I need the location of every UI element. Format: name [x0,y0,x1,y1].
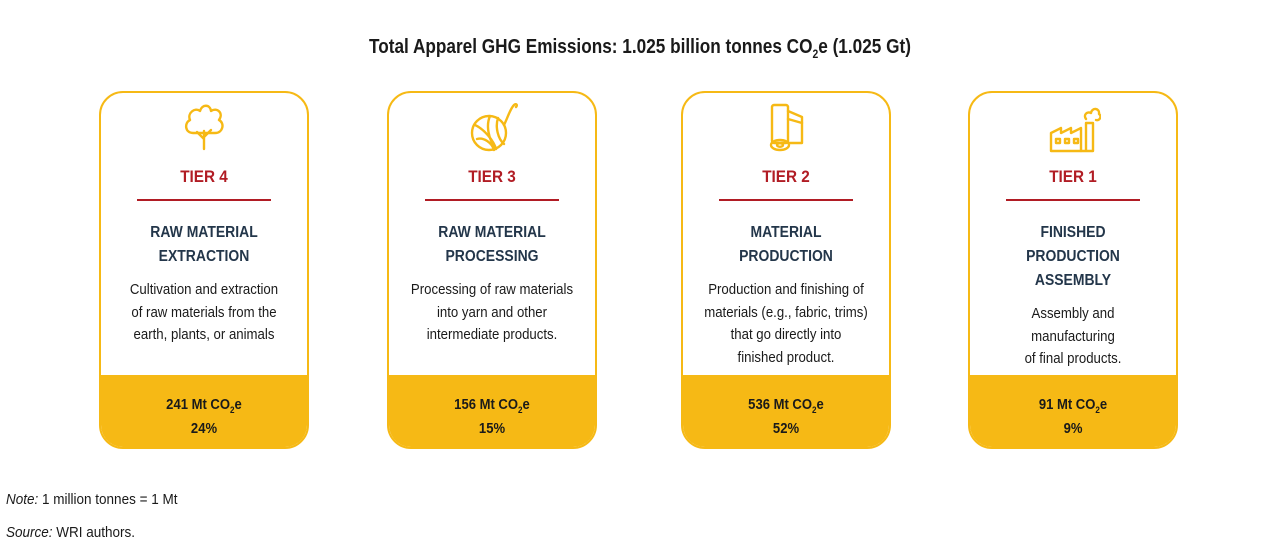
emission-percent: 9% [1063,420,1083,437]
emission-value: 91 Mt CO2e [1038,397,1108,415]
stage-description: Cultivation and extraction of raw materi… [129,281,279,343]
divider [425,199,559,201]
emission-value: 241 Mt CO2e [166,397,242,415]
chart-title: Total Apparel GHG Emissions: 1.025 billi… [369,36,911,61]
tier-label: TIER 2 [762,167,810,186]
yarn-ball-icon [464,99,520,155]
stage-heading: RAW MATERIAL EXTRACTION [150,224,258,265]
emission-value: 156 Mt CO2e [454,397,530,415]
tier-1-card: TIER 1 FINISHED PRODUCTION ASSEMBLY Asse… [968,91,1178,449]
emission-percent: 24% [190,420,218,437]
tier-3-card: TIER 3 RAW MATERIAL PROCESSING Processin… [387,91,597,449]
stage-heading: FINISHED PRODUCTION ASSEMBLY [1026,224,1120,289]
emission-footer: 241 Mt CO2e 24% [101,375,307,447]
cotton-plant-icon [176,99,232,155]
fabric-roll-icon [758,99,814,155]
stage-description: Assembly and manufacturing of final prod… [1024,305,1122,367]
emission-footer: 156 Mt CO2e 15% [389,375,595,447]
note-text: Note: 1 million tonnes = 1 Mt [6,491,178,508]
divider [137,199,271,201]
emission-percent: 52% [772,420,800,437]
divider [719,199,853,201]
tier-label: TIER 1 [1049,167,1097,186]
emission-value: 536 Mt CO2e [748,397,824,415]
divider [1006,199,1140,201]
tier-2-card: TIER 2 MATERIAL PRODUCTION Production an… [681,91,891,449]
tier-4-card: TIER 4 RAW MATERIAL EXTRACTION Cultivati… [99,91,309,449]
stage-description: Processing of raw materials into yarn an… [410,281,574,343]
emission-footer: 91 Mt CO2e 9% [970,375,1176,447]
stage-description: Production and finishing of materials (e… [704,281,868,366]
source-text: Source: WRI authors. [6,524,136,541]
tier-label: TIER 3 [468,167,516,186]
stage-heading: RAW MATERIAL PROCESSING [438,224,546,265]
emission-footer: 536 Mt CO2e 52% [683,375,889,447]
stage-heading: MATERIAL PRODUCTION [739,224,833,265]
factory-icon [1045,99,1102,155]
tier-label: TIER 4 [180,167,228,186]
emission-percent: 15% [478,420,506,437]
